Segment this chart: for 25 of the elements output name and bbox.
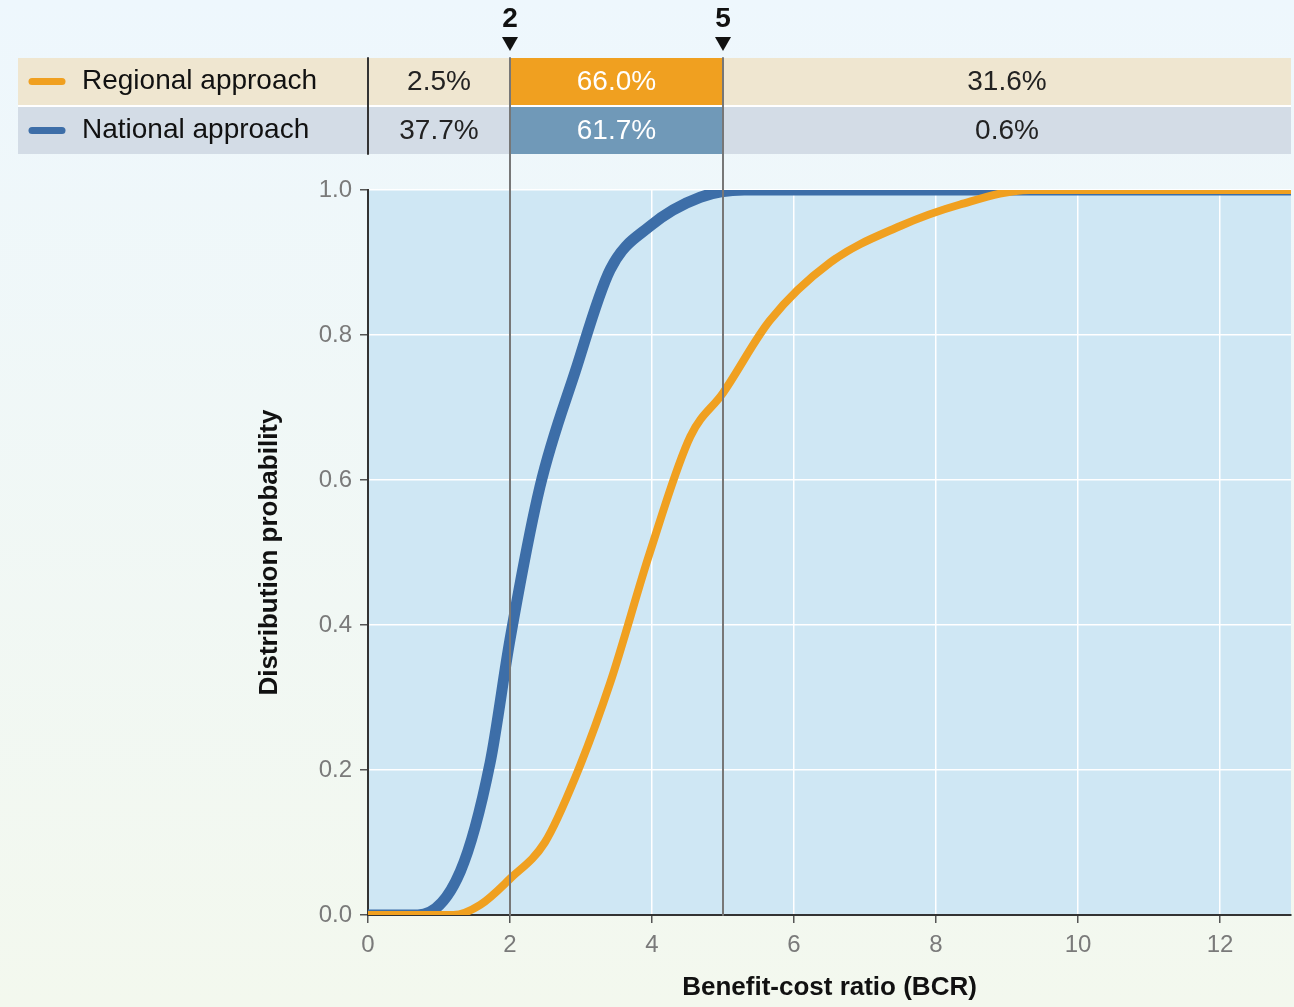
x-tick-label: 8: [929, 930, 943, 958]
text: 2.5%: [407, 65, 471, 97]
x-tick-label: 0: [361, 930, 375, 958]
y-tick-label: 0.6: [318, 464, 352, 492]
x-tick-label: 12: [1206, 930, 1234, 958]
legend-label: Regional approach: [82, 64, 318, 96]
text: 0.6%: [975, 114, 1039, 146]
y-axis-title: Distribution probability: [252, 408, 283, 696]
y-tick-label: 0.8: [318, 319, 352, 347]
legend-label: National approach: [82, 113, 310, 145]
text: 61.7%: [576, 114, 657, 146]
text: 66.0%: [576, 65, 657, 97]
ref-line-label: 2: [502, 1, 518, 33]
x-tick-label: 10: [1064, 930, 1092, 958]
y-tick-label: 0.2: [318, 754, 352, 782]
x-tick-label: 6: [787, 930, 801, 958]
ref-line-label: 5: [715, 1, 731, 33]
x-axis-title: Benefit-cost ratio (BCR): [682, 970, 977, 1001]
text: 31.6%: [967, 65, 1047, 97]
y-tick-label: 0.0: [318, 899, 352, 927]
x-tick-label: 4: [645, 930, 659, 958]
text: 37.7%: [399, 114, 479, 146]
y-tick-label: 0.4: [318, 609, 352, 637]
x-tick-label: 2: [503, 930, 517, 958]
y-tick-label: 1.0: [318, 174, 352, 202]
